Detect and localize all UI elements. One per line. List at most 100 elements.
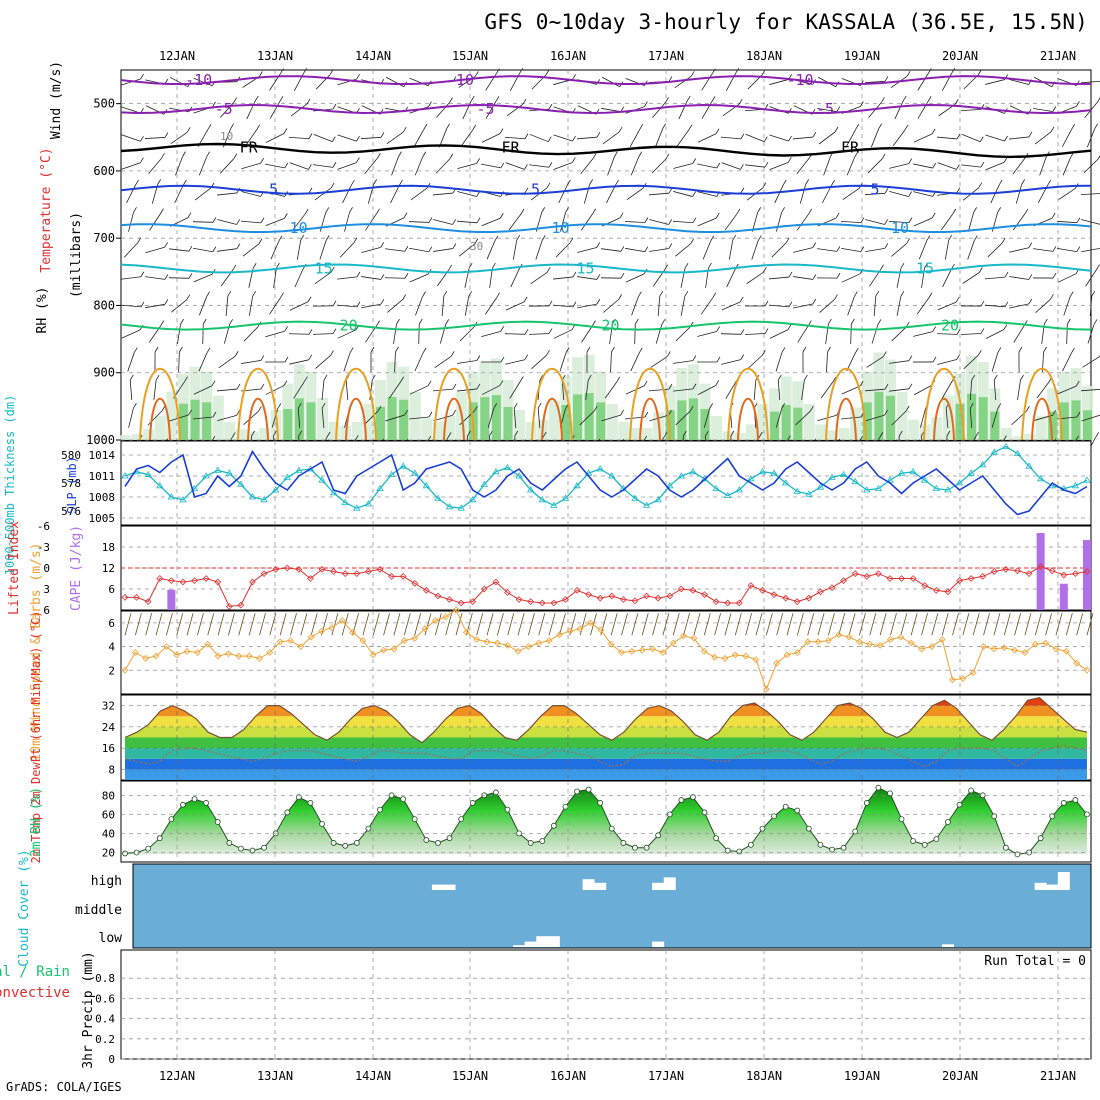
- wind-barb: [961, 164, 981, 168]
- contour-label: 5: [870, 181, 879, 199]
- wind-barb: [293, 381, 305, 399]
- wind-barb-flag: [908, 355, 913, 361]
- thickness-marker: [538, 496, 546, 503]
- wind-barb-flag: [659, 290, 664, 297]
- wind-barb: [826, 351, 828, 373]
- wind-barb-flag: [1004, 135, 1008, 142]
- wind-barb: [414, 352, 424, 372]
- wind-speed-marker: [121, 666, 129, 674]
- rh-marker: [690, 794, 696, 801]
- thickness-marker: [329, 489, 338, 496]
- rh-marker: [817, 841, 824, 848]
- wind-barb-flag: [476, 383, 481, 390]
- wind-barb: [360, 136, 382, 140]
- contour-label: -10: [786, 71, 813, 89]
- wind-barb: [721, 162, 741, 170]
- wind-speed-marker: [131, 649, 139, 656]
- lifted-index-marker: [330, 568, 338, 575]
- wind-barb: [940, 213, 954, 231]
- wind-barb-flag: [154, 346, 159, 353]
- warm-contour-inner: [541, 397, 563, 441]
- thickness-marker: [1002, 442, 1010, 449]
- wind-barb: [121, 162, 141, 170]
- lifted-index-marker: [631, 597, 639, 605]
- wind-barb: [864, 80, 886, 84]
- wind-speed-marker: [649, 645, 656, 653]
- wind-barb-flag: [802, 346, 807, 353]
- surface-wind-barb: [631, 613, 639, 636]
- rh-shading: [942, 395, 954, 440]
- date-label-top: 12JAN: [159, 49, 195, 63]
- contour-label: 20: [340, 317, 358, 335]
- wind-barb: [753, 380, 757, 400]
- wind-barb: [121, 304, 141, 308]
- rh-shading-high: [1083, 410, 1092, 440]
- wind-barb: [1017, 380, 1021, 400]
- wind-barb: [337, 134, 357, 142]
- low-cloud-cell: [652, 941, 665, 947]
- rh-marker: [203, 800, 210, 806]
- rh-marker: [608, 825, 615, 832]
- rh-shading: [317, 398, 329, 440]
- rh-shading: [734, 432, 746, 440]
- wind-barb: [769, 304, 789, 308]
- wind-speed-marker: [938, 636, 946, 643]
- wind-barb-flag: [740, 133, 745, 140]
- contour-label: 10: [891, 219, 909, 237]
- wind-barb-flag: [470, 95, 475, 102]
- wind-barb-flag: [854, 347, 859, 354]
- wind-barb-flag: [759, 431, 763, 438]
- wind-barb: [413, 129, 425, 147]
- warm-contour-inner: [149, 397, 171, 441]
- wind-barb: [969, 407, 973, 429]
- lifted-index-marker: [863, 573, 871, 580]
- wind-barb: [649, 388, 669, 392]
- wind-barb: [243, 410, 259, 426]
- wind-barb-flag: [690, 238, 695, 244]
- wind-barb: [702, 240, 712, 260]
- wind-speed-marker: [669, 639, 677, 647]
- surface-wind-barb: [445, 613, 453, 636]
- wind-barb: [485, 297, 497, 315]
- dewpoint-line: [124, 744, 1088, 768]
- thickness-marker: [781, 479, 790, 486]
- rh-marker: [145, 845, 152, 852]
- wind-barb: [842, 187, 860, 201]
- wind-barb-flag: [956, 133, 961, 140]
- wind-barb-flag: [278, 235, 283, 242]
- wind-speed-marker: [576, 625, 584, 633]
- surface-wind-barb: [838, 613, 846, 636]
- wind-barb: [148, 158, 162, 174]
- lifted-index-marker: [133, 594, 140, 601]
- wind-barb: [796, 157, 810, 175]
- rh-marker: [643, 844, 650, 851]
- wind-barb: [1062, 352, 1072, 372]
- wind-barb-flag: [422, 291, 426, 297]
- wind-barb-flag: [593, 405, 598, 412]
- wind-barb: [797, 325, 809, 343]
- wind-barb: [530, 271, 548, 285]
- surface-wind-barb: [548, 613, 556, 636]
- wind-barb-flag: [446, 123, 451, 129]
- wind-barb: [769, 79, 789, 85]
- warm-contour: [433, 368, 475, 441]
- wind-barb: [841, 273, 861, 283]
- wind-barb: [409, 385, 429, 395]
- wind-barb-flag: [140, 301, 145, 308]
- wind-barb-flag: [404, 409, 408, 416]
- lifted-index-marker: [237, 601, 245, 609]
- lifted-index-marker: [550, 599, 558, 607]
- wind-barb: [481, 163, 501, 169]
- wind-barb: [344, 212, 350, 232]
- contour-label: -10: [447, 71, 474, 89]
- wind-barb: [724, 213, 738, 231]
- wind-barb: [129, 379, 133, 401]
- wind-barb: [701, 73, 713, 91]
- wind-barb-flag: [356, 271, 361, 278]
- wind-barb: [241, 162, 261, 170]
- wind-barb: [321, 408, 325, 428]
- wind-barb-flag: [1069, 291, 1074, 297]
- wind-barb-flag: [712, 292, 717, 299]
- date-label-bottom: 18JAN: [746, 1069, 782, 1083]
- wind-barb-flag: [956, 354, 961, 360]
